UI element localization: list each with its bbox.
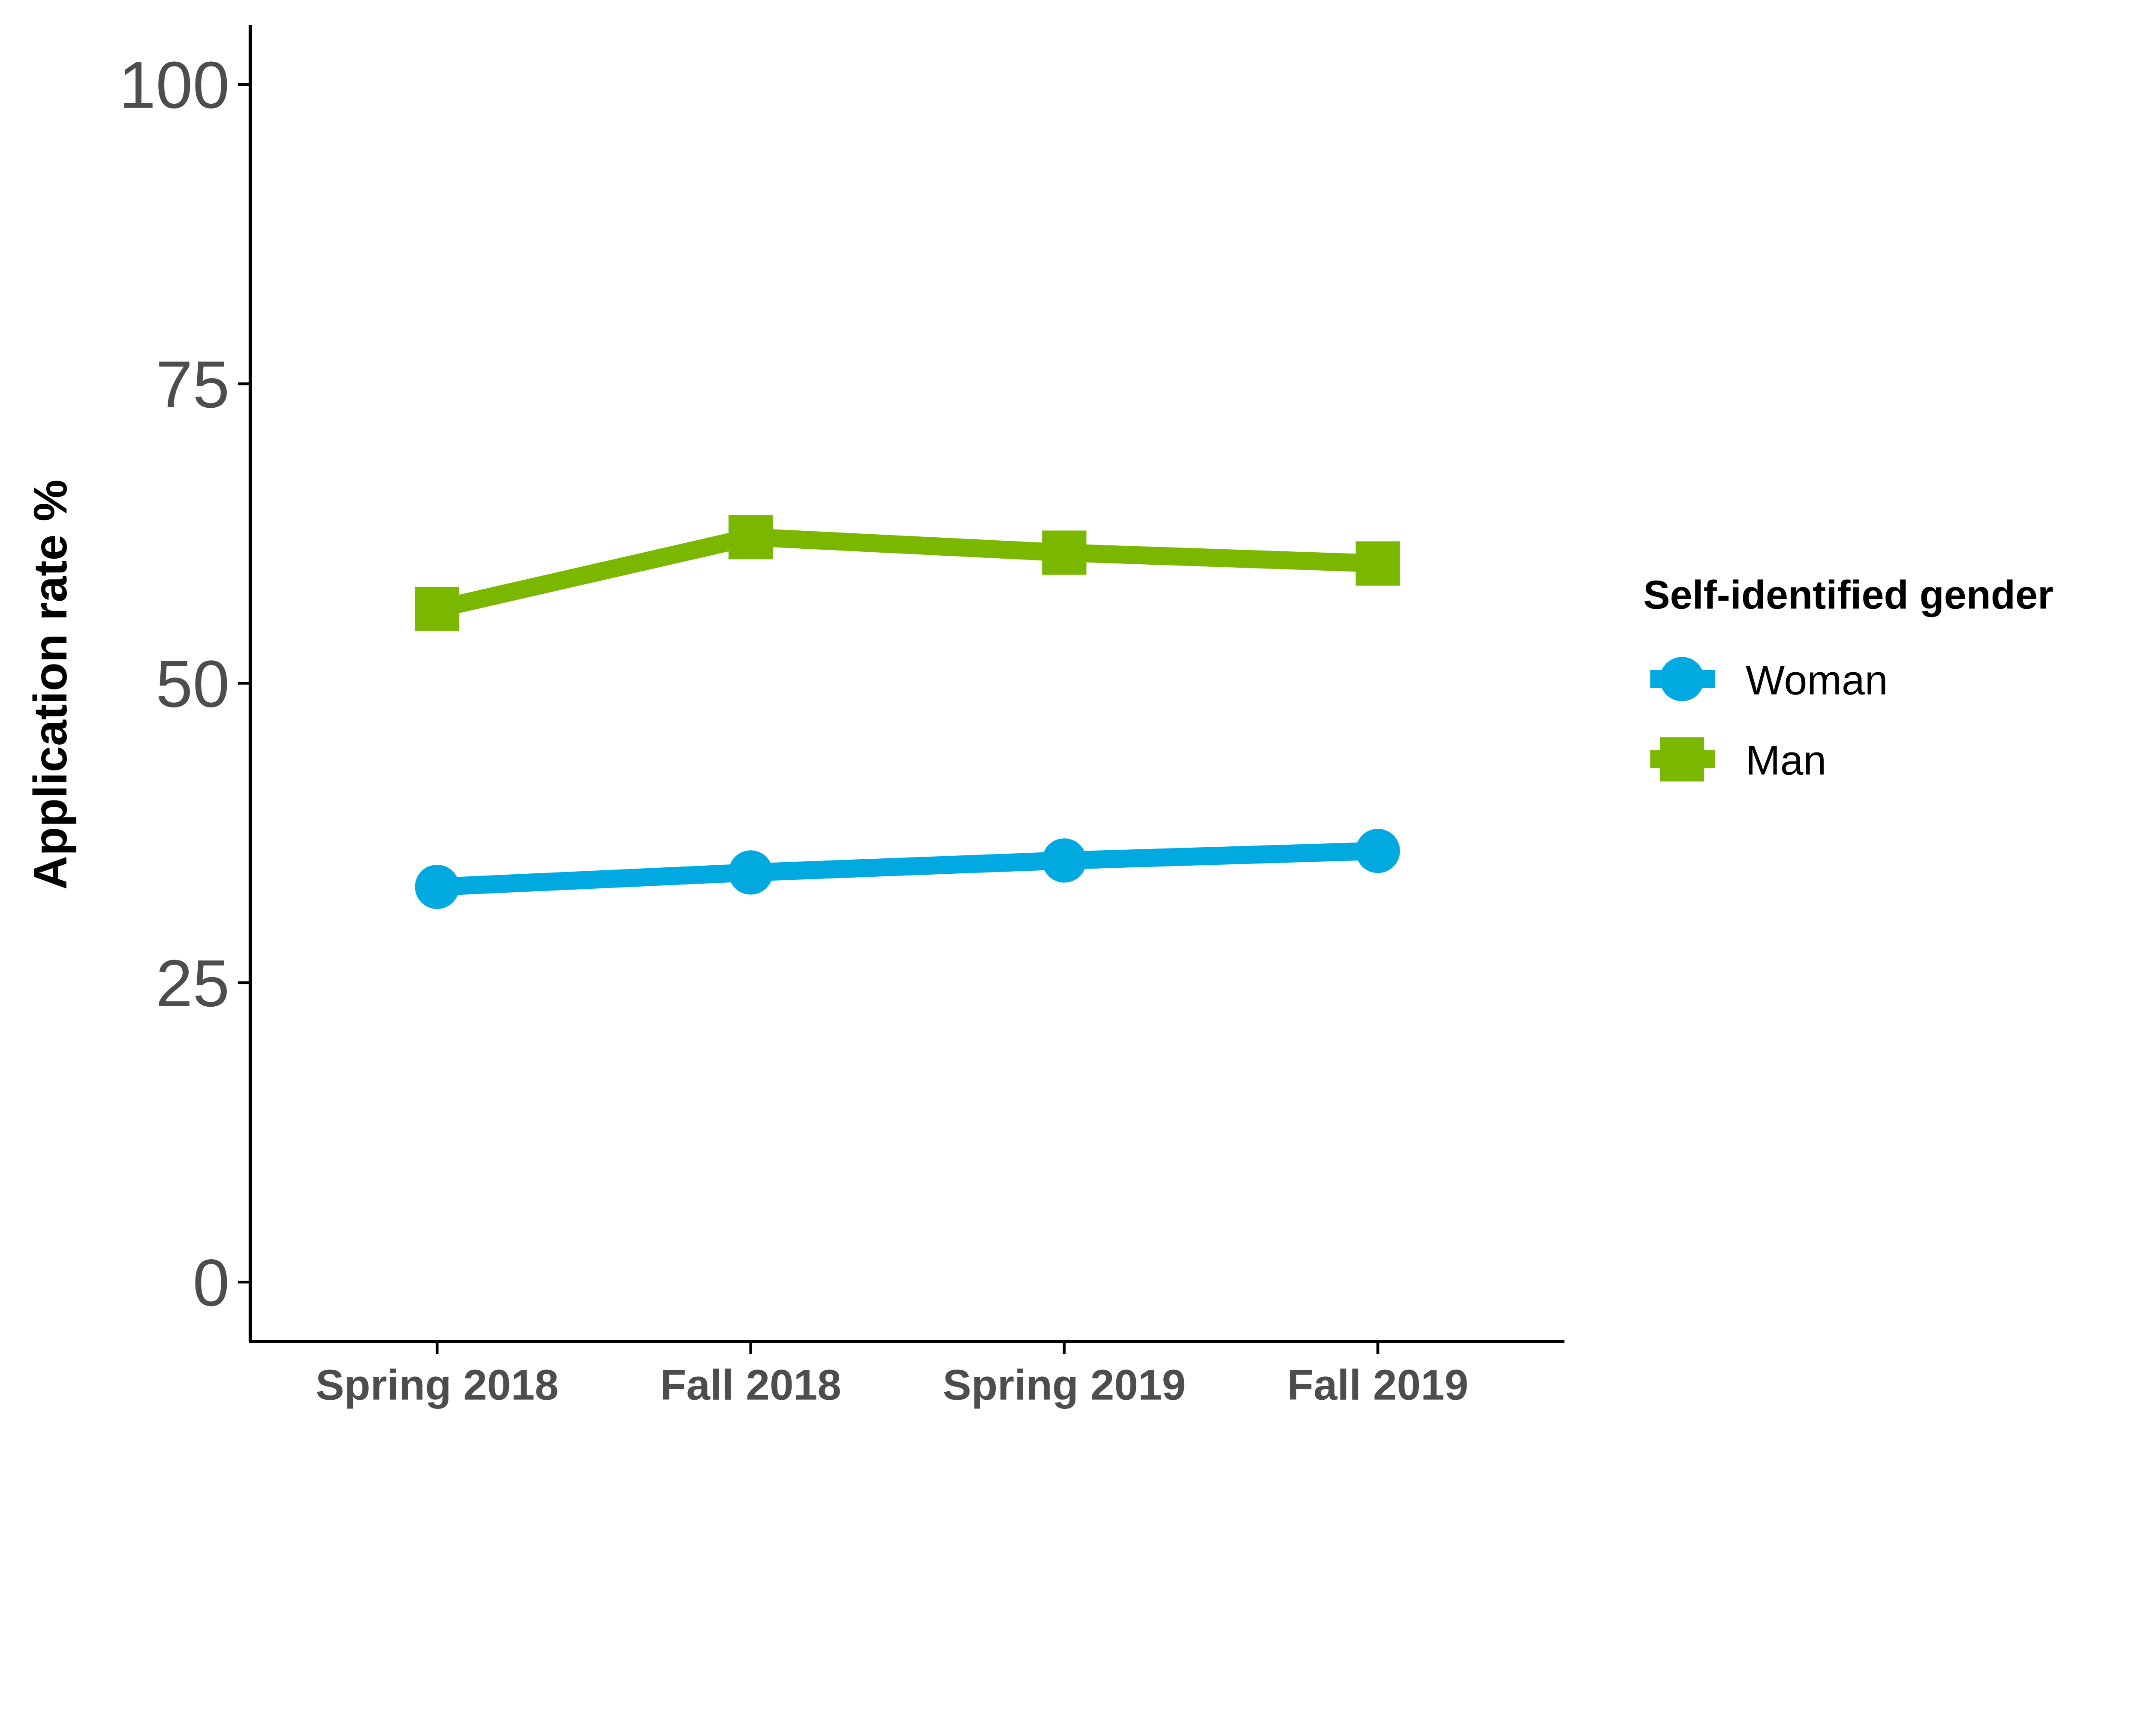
y-tick-label: 0 <box>193 1246 229 1320</box>
data-point <box>729 850 773 895</box>
series-line <box>435 528 1378 618</box>
data-point <box>1042 838 1087 883</box>
data-point <box>1355 541 1400 586</box>
legend-label: Man <box>1746 737 1826 783</box>
x-tick-label: Fall 2019 <box>1287 1361 1468 1409</box>
legend-label: Woman <box>1746 656 1888 703</box>
legend-square-marker-icon <box>1659 737 1704 782</box>
y-tick-label: 100 <box>119 48 229 122</box>
series-layer <box>415 515 1400 909</box>
y-tick-label: 75 <box>156 347 229 421</box>
data-point <box>415 864 459 909</box>
x-tick-label: Spring 2018 <box>316 1361 559 1409</box>
data-point <box>1042 530 1087 575</box>
legend-circle-marker-icon <box>1659 657 1704 701</box>
legend: Self-identified gender Woman Man <box>1643 572 2053 783</box>
y-ticks: 0 25 50 75 100 <box>119 48 250 1320</box>
y-tick-label: 25 <box>156 946 229 1020</box>
series-line <box>437 842 1378 896</box>
x-tick-label: Spring 2019 <box>943 1361 1186 1409</box>
legend-title: Self-identified gender <box>1643 572 2053 617</box>
legend-item-woman: Woman <box>1650 656 1888 703</box>
data-point <box>415 587 459 631</box>
y-axis-label: Application rate % <box>24 479 77 890</box>
data-point <box>729 515 773 560</box>
x-ticks: Spring 2018 Fall 2018 Spring 2019 Fall 2019 <box>316 1342 1468 1409</box>
y-tick-label: 50 <box>156 647 229 721</box>
series-woman <box>415 829 1400 909</box>
series-man <box>415 515 1400 631</box>
axes <box>248 25 1565 1344</box>
x-tick-label: Fall 2018 <box>660 1361 841 1409</box>
data-point <box>1355 829 1400 873</box>
legend-item-man: Man <box>1650 737 1826 783</box>
